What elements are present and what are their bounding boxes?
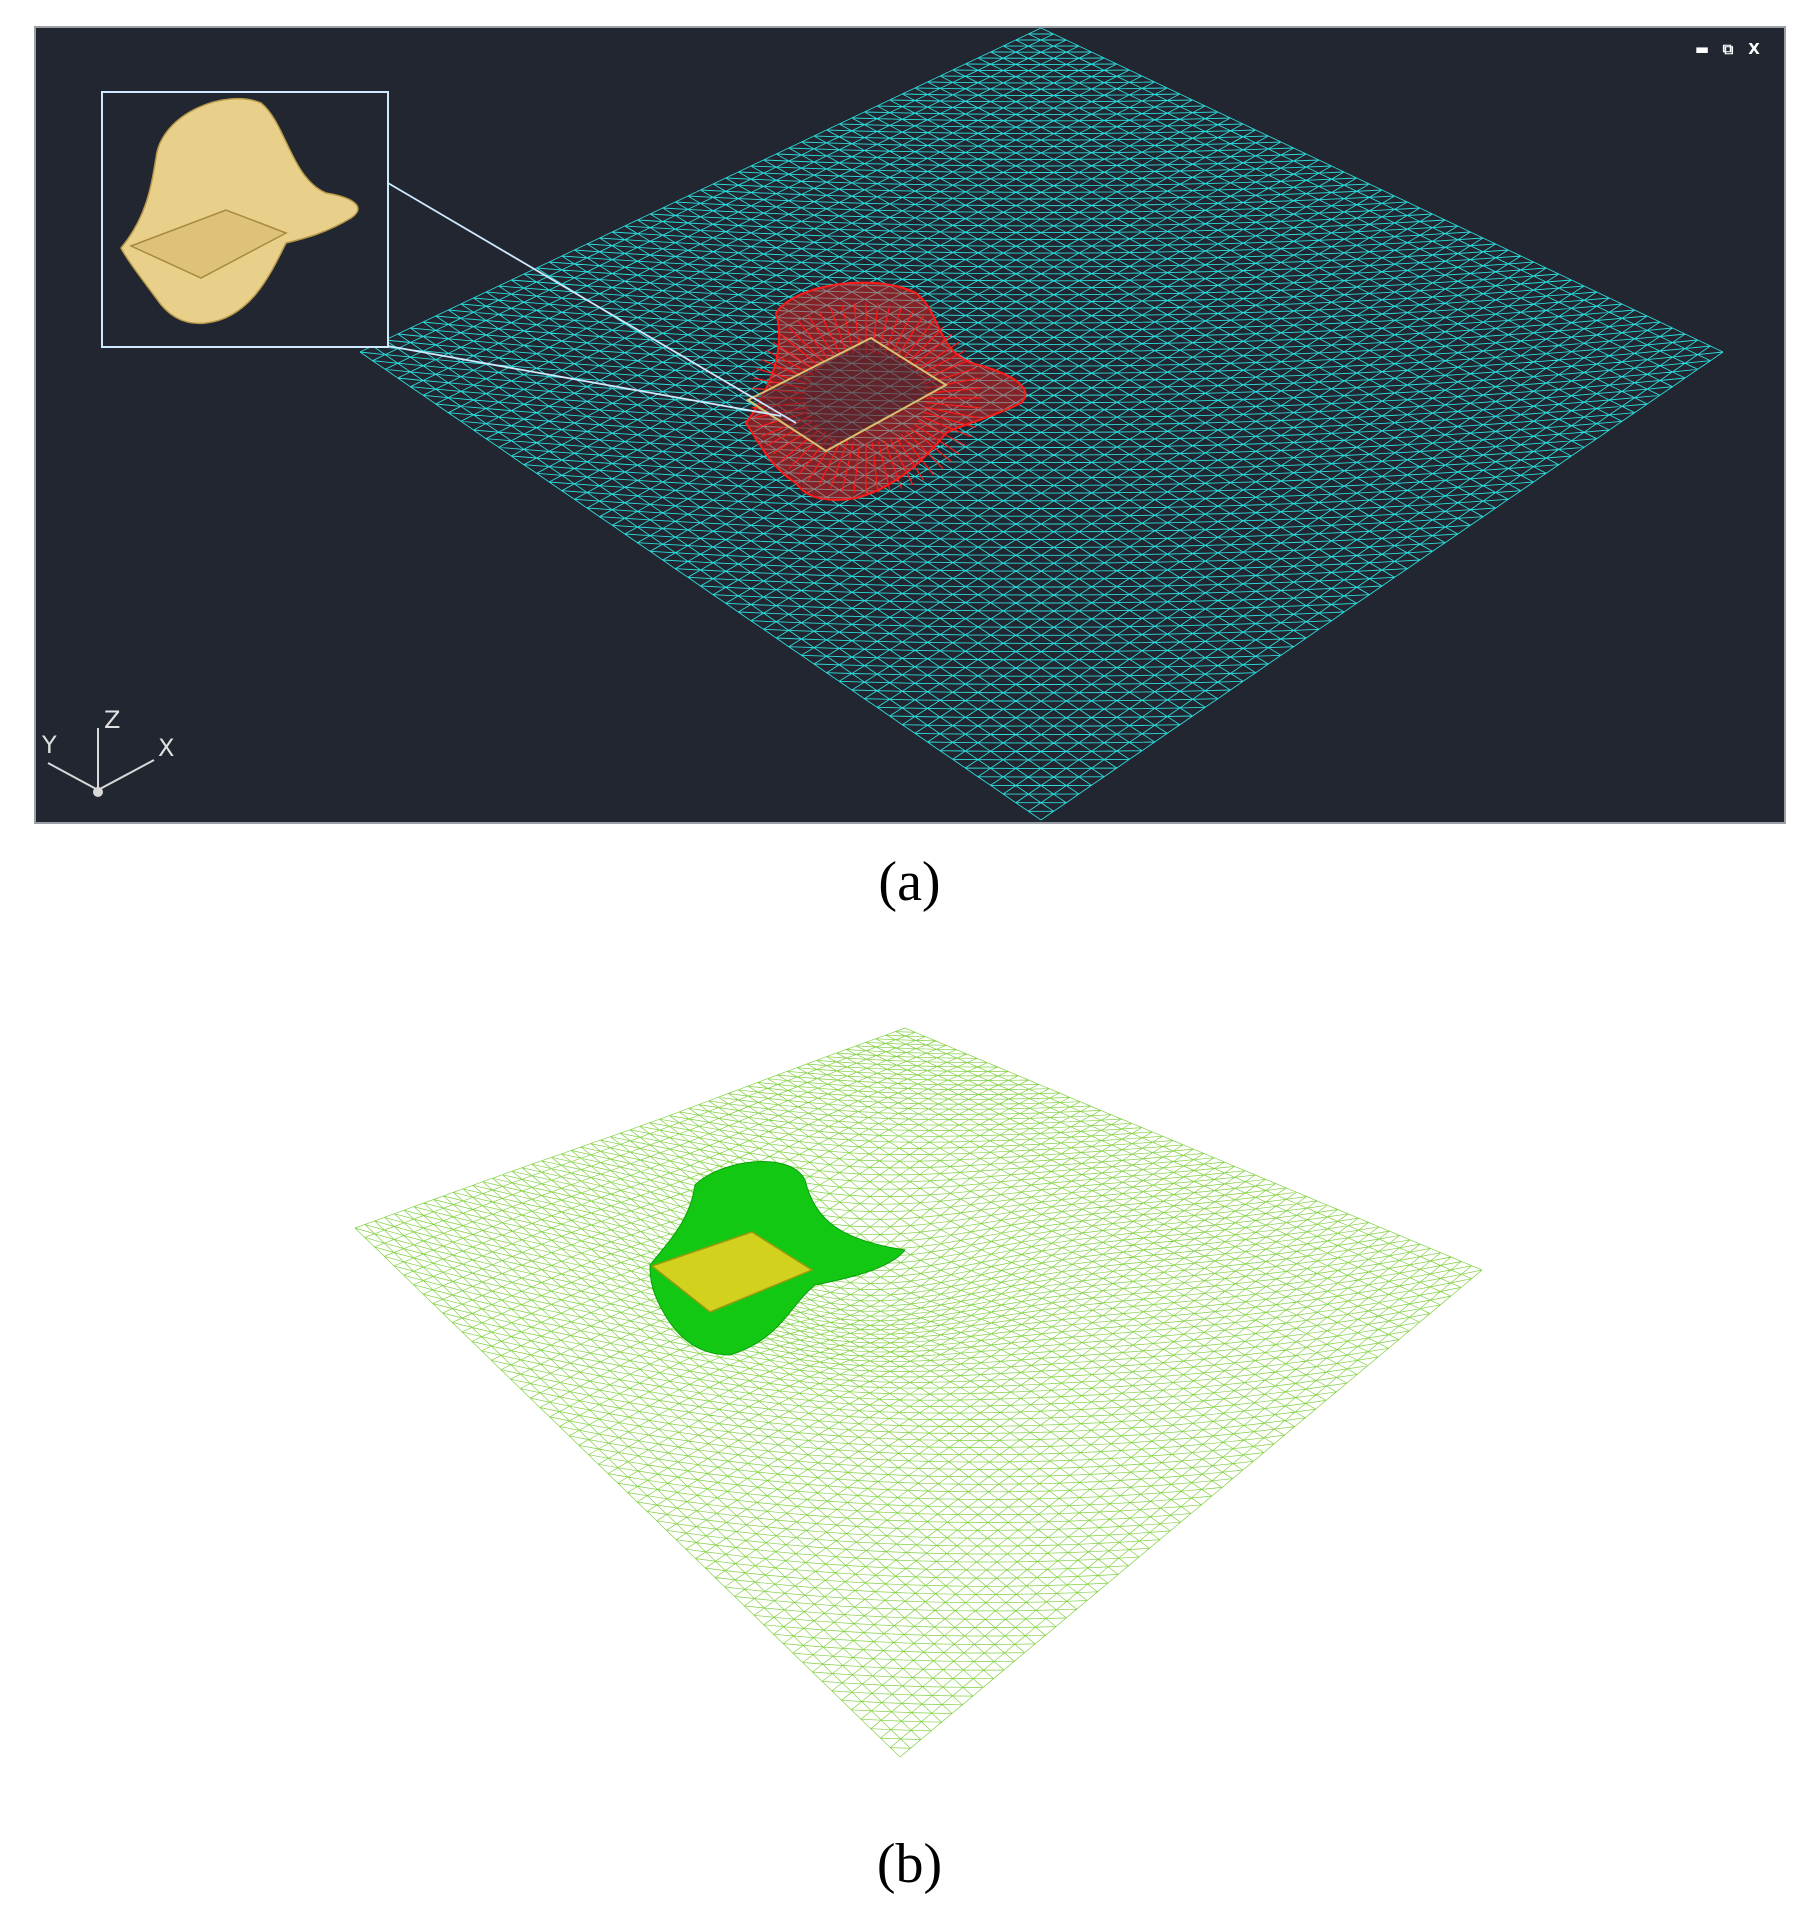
axis-label-z: Z [104, 706, 120, 734]
hole-opening-a [746, 336, 948, 453]
surface-mesh-b [354, 1027, 1483, 1758]
mesh-view-a: Z Y X [41, 28, 1724, 821]
hole-top-face-b [650, 1231, 814, 1313]
mesh-view-b [354, 1027, 1483, 1758]
callout-line-top [387, 182, 797, 424]
callout-line-bottom [387, 345, 782, 417]
ucs-axis-icon [47, 728, 155, 797]
cad-viewport[interactable]: Z Y X ▬ ⧉ X [34, 26, 1786, 824]
minimize-icon[interactable]: ▬ [1694, 40, 1710, 58]
inset-zoom-box [101, 91, 389, 348]
caption-b: (b) [876, 1833, 943, 1895]
close-icon[interactable]: X [1748, 40, 1760, 58]
mesh-view-b-container [0, 960, 1819, 1810]
surface-mesh-a [359, 28, 1724, 821]
axis-label-x: X [158, 734, 174, 762]
window-controls: ▬ ⧉ X [1694, 40, 1762, 58]
restore-icon[interactable]: ⧉ [1722, 40, 1734, 58]
caption-a: (a) [878, 851, 941, 913]
axis-label-y: Y [41, 731, 57, 759]
